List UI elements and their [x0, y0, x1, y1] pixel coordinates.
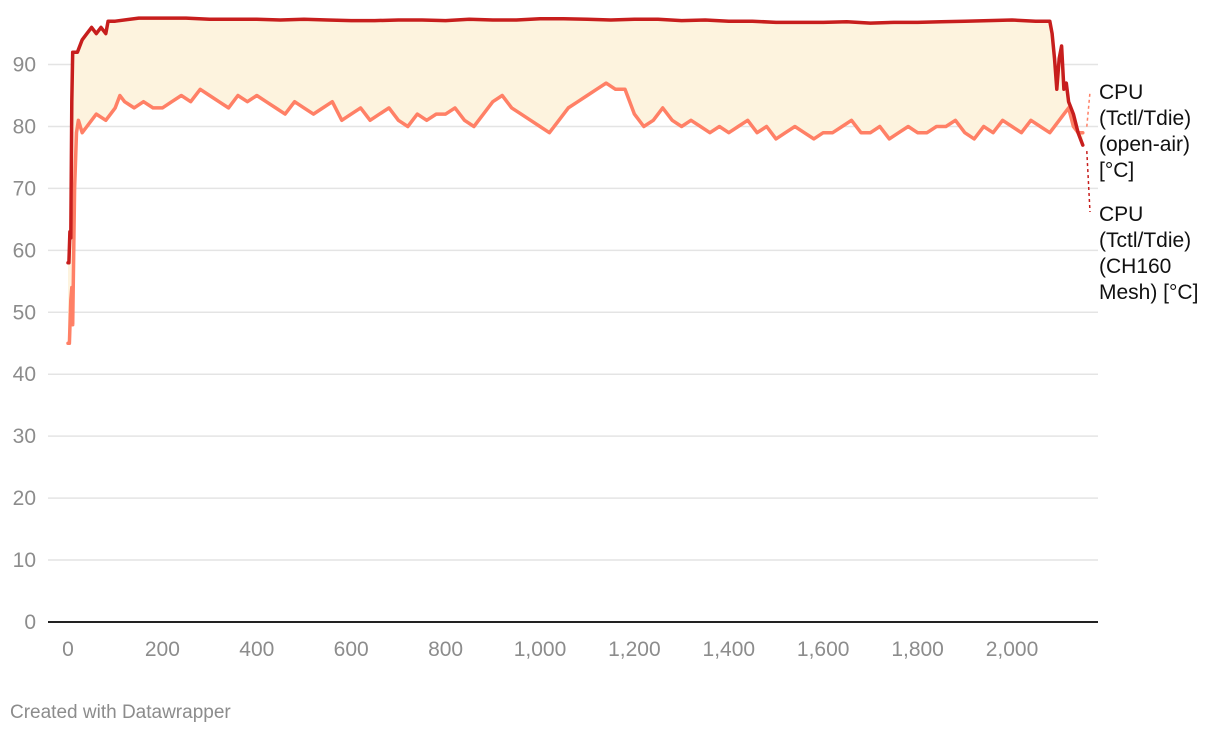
- label-connector-ch160-mesh: [1086, 151, 1091, 213]
- label-connector-open-air: [1086, 91, 1091, 127]
- series-label-ch160-mesh-line: (Tctl/Tdie): [1099, 229, 1191, 252]
- series-label-open-air-line: (Tctl/Tdie): [1099, 107, 1191, 130]
- series-label-open-air-line: [°C]: [1099, 159, 1134, 182]
- x-tick-label: 1,600: [797, 638, 850, 661]
- y-tick-label: 30: [13, 425, 36, 448]
- x-tick-label: 1,400: [703, 638, 756, 661]
- series-labels: CPU (Tctl/Tdie) (open-air) [°C] CPU (Tctl/Tdi…: [1086, 81, 1198, 304]
- x-tick-label: 1,200: [608, 638, 661, 661]
- series-lines: [66, 16, 1085, 346]
- series-line-ch160-mesh: [66, 16, 1085, 265]
- range-fill: [68, 18, 1083, 344]
- series-label-ch160-mesh: CPU (Tctl/Tdie) (CH160 Mesh) [°C]: [1099, 203, 1198, 304]
- y-tick-label: 0: [24, 611, 36, 634]
- credit-text: Created with Datawrapper: [10, 702, 231, 723]
- series-label-open-air-line: (open-air): [1099, 133, 1190, 156]
- y-tick-label: 50: [13, 301, 36, 324]
- x-tick-label: 1,800: [891, 638, 944, 661]
- series-label-open-air-line: CPU: [1099, 81, 1143, 104]
- y-tick-label: 10: [13, 549, 36, 572]
- y-axis-ticks: 0 10 20 30 40 50 60 70 80 90: [13, 54, 36, 634]
- x-tick-label: 200: [145, 638, 180, 661]
- x-tick-label: 2,000: [986, 638, 1039, 661]
- y-tick-label: 60: [13, 239, 36, 262]
- x-tick-label: 400: [239, 638, 274, 661]
- series-label-ch160-mesh-line: Mesh) [°C]: [1099, 281, 1198, 304]
- y-tick-label: 70: [13, 177, 36, 200]
- series-label-ch160-mesh-line: CPU: [1099, 203, 1143, 226]
- x-axis-ticks: 0 200 400 600 800 1,000 1,200 1,400 1,600 1,800 2,…: [62, 638, 1038, 661]
- y-tick-label: 40: [13, 363, 36, 386]
- series-label-ch160-mesh-line: (CH160: [1099, 255, 1171, 278]
- series-line-open-air: [66, 81, 1085, 346]
- x-tick-label: 1,000: [514, 638, 567, 661]
- gridlines: [48, 63, 1098, 561]
- x-tick-label: 800: [428, 638, 463, 661]
- x-tick-label: 600: [334, 638, 369, 661]
- y-tick-label: 20: [13, 487, 36, 510]
- y-tick-label: 80: [13, 115, 36, 138]
- series-label-open-air: CPU (Tctl/Tdie) (open-air) [°C]: [1099, 81, 1191, 182]
- x-tick-label: 0: [62, 638, 74, 661]
- y-tick-label: 90: [13, 54, 36, 77]
